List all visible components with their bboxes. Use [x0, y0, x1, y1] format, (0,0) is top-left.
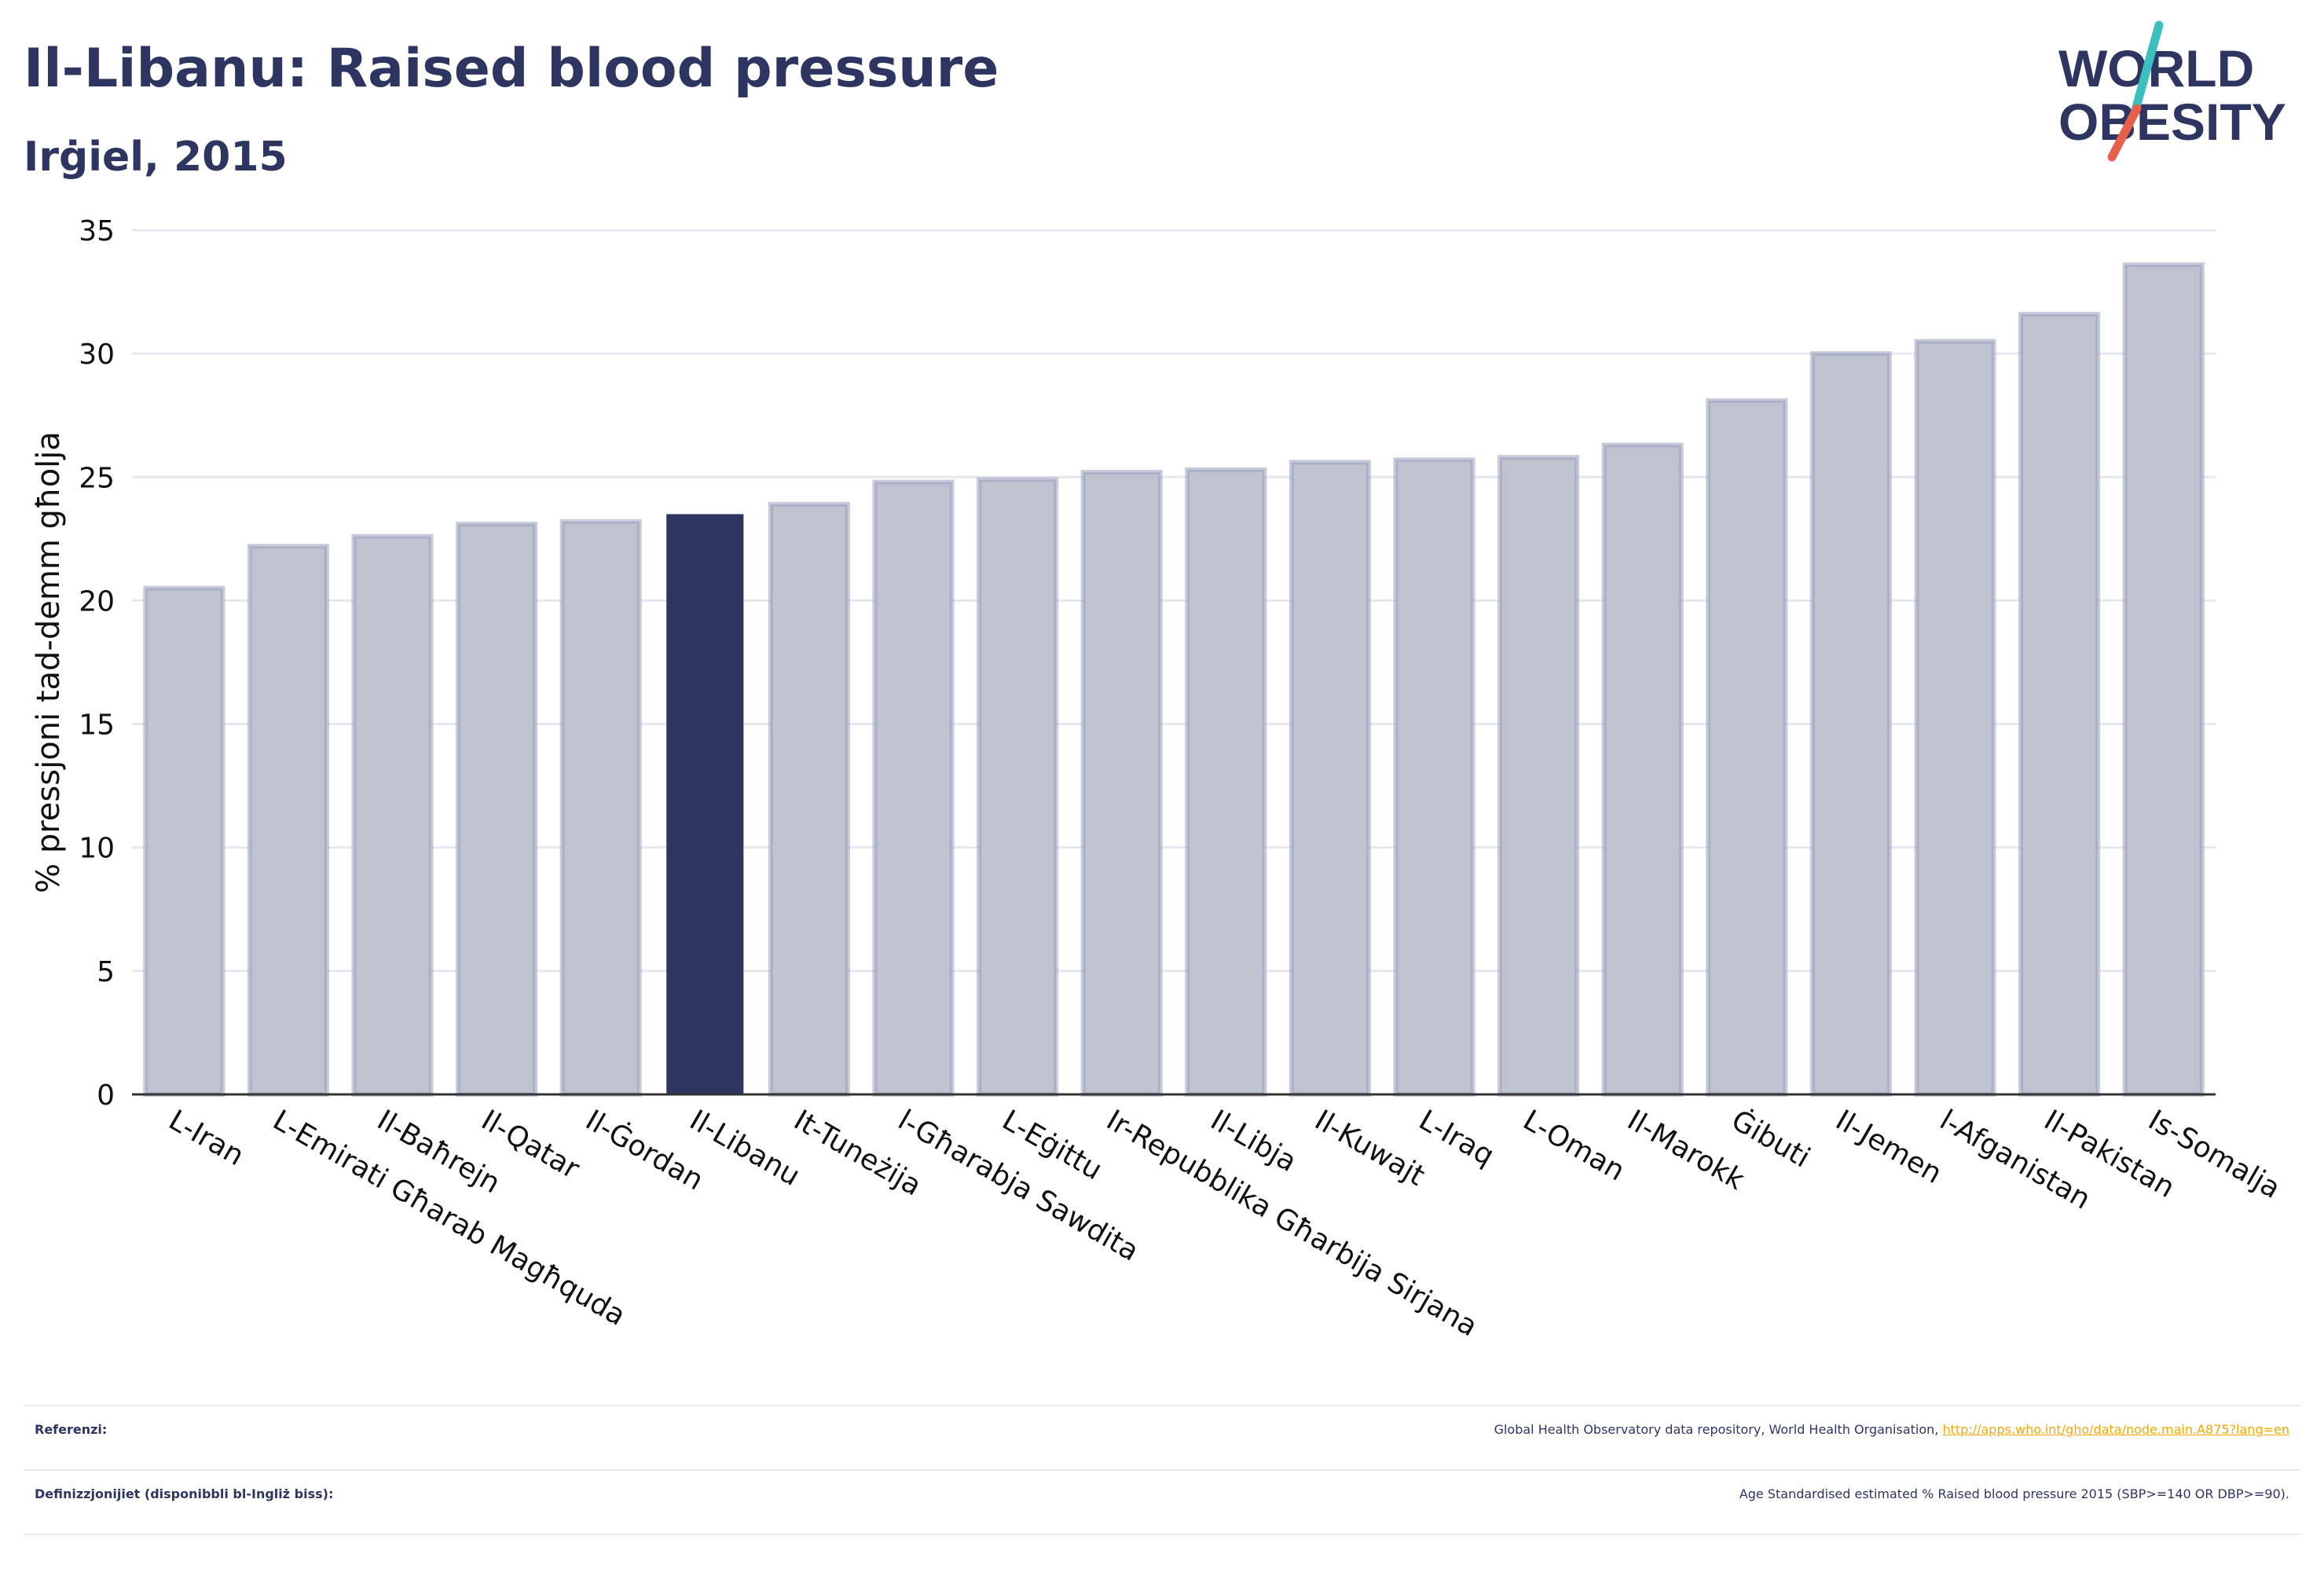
bar: [977, 477, 1059, 1097]
bar: [768, 501, 850, 1097]
references-link[interactable]: http://apps.who.int/gho/data/node.main.A…: [1942, 1422, 2289, 1437]
logo-line2: OBESITY: [2058, 93, 2286, 151]
y-tick-label: 10: [79, 833, 115, 865]
world-obesity-logo: WORLD OBESITY: [2058, 20, 2286, 162]
references-label: Referenzi:: [35, 1422, 108, 1437]
bar: [1080, 470, 1163, 1097]
footer-definitions-row: Definizzjonijiet (disponibbli bl-Ingliż …: [24, 1471, 2300, 1534]
bar: [1914, 339, 1996, 1097]
bar: [666, 514, 744, 1094]
bar: [456, 522, 538, 1097]
x-tick-label: Il-Jemen: [1830, 1104, 1947, 1190]
footer-references-row: Referenzi: Global Health Observatory dat…: [24, 1406, 2300, 1469]
x-tick-label: L-Emirati Għarab Magħquda: [267, 1104, 630, 1332]
bar: [1393, 457, 1475, 1097]
bar: [1601, 442, 1684, 1097]
bar: [1185, 467, 1267, 1097]
bar: [559, 519, 642, 1097]
logo-slash-teal: [2131, 20, 2164, 115]
y-axis-label: % pressjoni tad-demm għolja: [31, 431, 67, 893]
y-tick-label: 0: [97, 1079, 115, 1112]
bar-chart: 0 5 10 15 20 25 30 35 L-Iran L-Emirati Għarab Mag…: [31, 215, 2286, 1343]
references-text: Global Health Observatory data repositor…: [1494, 1422, 1939, 1437]
y-tick-label: 30: [79, 339, 115, 371]
footer-divider-top: [24, 1405, 2300, 1406]
x-tick-label: Il-Marokk: [1622, 1104, 1750, 1197]
bar: [1706, 398, 1788, 1098]
bar: [1497, 455, 1580, 1097]
logo-slash-red: [2107, 104, 2142, 162]
bar: [2122, 262, 2205, 1097]
x-tick-label: L-Iran: [163, 1104, 249, 1172]
x-tick-label: Il-Ġordan: [580, 1103, 709, 1197]
bar: [351, 533, 434, 1097]
bar: [143, 585, 225, 1097]
x-tick-label: Ir-Repubblika Għarbija Sirjana: [1101, 1104, 1483, 1343]
y-tick-label: 5: [97, 956, 115, 988]
footer-divider-mid: [24, 1469, 2300, 1471]
bar: [247, 544, 329, 1097]
bars: [143, 262, 2205, 1098]
definitions-value: Age Standardised estimated % Raised bloo…: [1739, 1486, 2289, 1501]
x-tick-label: L-Oman: [1518, 1104, 1630, 1187]
x-tick-label: Il-Kuwajt: [1309, 1104, 1430, 1192]
grid-lines: [132, 229, 2216, 973]
y-tick-label: 25: [79, 462, 115, 494]
bar: [872, 479, 955, 1097]
page-subtitle: Irġiel, 2015: [24, 134, 288, 181]
y-tick-label: 20: [79, 585, 115, 618]
y-tick-label: 15: [79, 709, 115, 742]
footer-divider-bottom: [24, 1534, 2300, 1535]
references-value: Global Health Observatory data repositor…: [1494, 1422, 2289, 1437]
page-title: Il-Libanu: Raised blood pressure: [24, 38, 999, 100]
definitions-label: Definizzjonijiet (disponibbli bl-Ingliż …: [35, 1486, 334, 1501]
bar: [1809, 351, 1892, 1097]
bar: [2018, 311, 2101, 1098]
y-tick-label: 35: [79, 215, 115, 247]
bar: [1288, 460, 1371, 1097]
